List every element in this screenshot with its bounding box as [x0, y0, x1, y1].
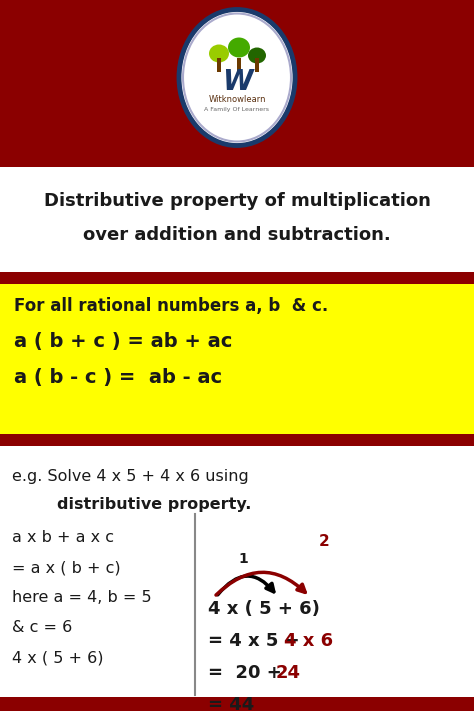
Text: Distributive property of multiplication: Distributive property of multiplication [44, 193, 430, 210]
Text: 24: 24 [276, 664, 301, 682]
Text: a ( b + c ) = ab + ac: a ( b + c ) = ab + ac [14, 333, 232, 351]
Text: 1: 1 [239, 552, 248, 566]
Text: over addition and subtraction.: over addition and subtraction. [83, 227, 391, 245]
Text: & c = 6: & c = 6 [12, 621, 72, 636]
Text: = 44: = 44 [208, 696, 254, 711]
Text: Witknowlearn: Witknowlearn [208, 95, 266, 104]
Text: 4 x 6: 4 x 6 [284, 632, 333, 650]
Bar [237, 58, 241, 72]
Bar [0, 284, 474, 434]
Text: = 4 x 5 +: = 4 x 5 + [208, 632, 306, 650]
Ellipse shape [179, 9, 295, 146]
Bar [0, 167, 474, 272]
Text: For all rational numbers a, b  & c.: For all rational numbers a, b & c. [14, 297, 328, 315]
Text: 4 x ( 5 + 6): 4 x ( 5 + 6) [208, 600, 320, 618]
Ellipse shape [248, 48, 266, 63]
Text: e.g. Solve 4 x 5 + 4 x 6 using: e.g. Solve 4 x 5 + 4 x 6 using [12, 469, 249, 483]
FancyArrowPatch shape [216, 572, 305, 595]
Text: a ( b - c ) =  ab - ac: a ( b - c ) = ab - ac [14, 368, 222, 387]
Bar [0, 446, 474, 711]
Text: distributive property.: distributive property. [12, 496, 251, 511]
Ellipse shape [228, 38, 250, 58]
Text: a x b + a x c: a x b + a x c [12, 530, 114, 545]
Bar [217, 58, 221, 72]
Text: W: W [222, 68, 252, 95]
Text: here a = 4, b = 5: here a = 4, b = 5 [12, 591, 152, 606]
Text: A Family Of Learners: A Family Of Learners [204, 107, 270, 112]
Ellipse shape [209, 45, 229, 63]
Text: 4 x ( 5 + 6): 4 x ( 5 + 6) [12, 651, 103, 665]
Text: 2: 2 [319, 533, 329, 548]
Text: =  20 +: = 20 + [208, 664, 288, 682]
Bar [0, 697, 474, 711]
FancyArrowPatch shape [218, 576, 274, 595]
Text: = a x ( b + c): = a x ( b + c) [12, 560, 120, 575]
Bar [255, 58, 259, 72]
